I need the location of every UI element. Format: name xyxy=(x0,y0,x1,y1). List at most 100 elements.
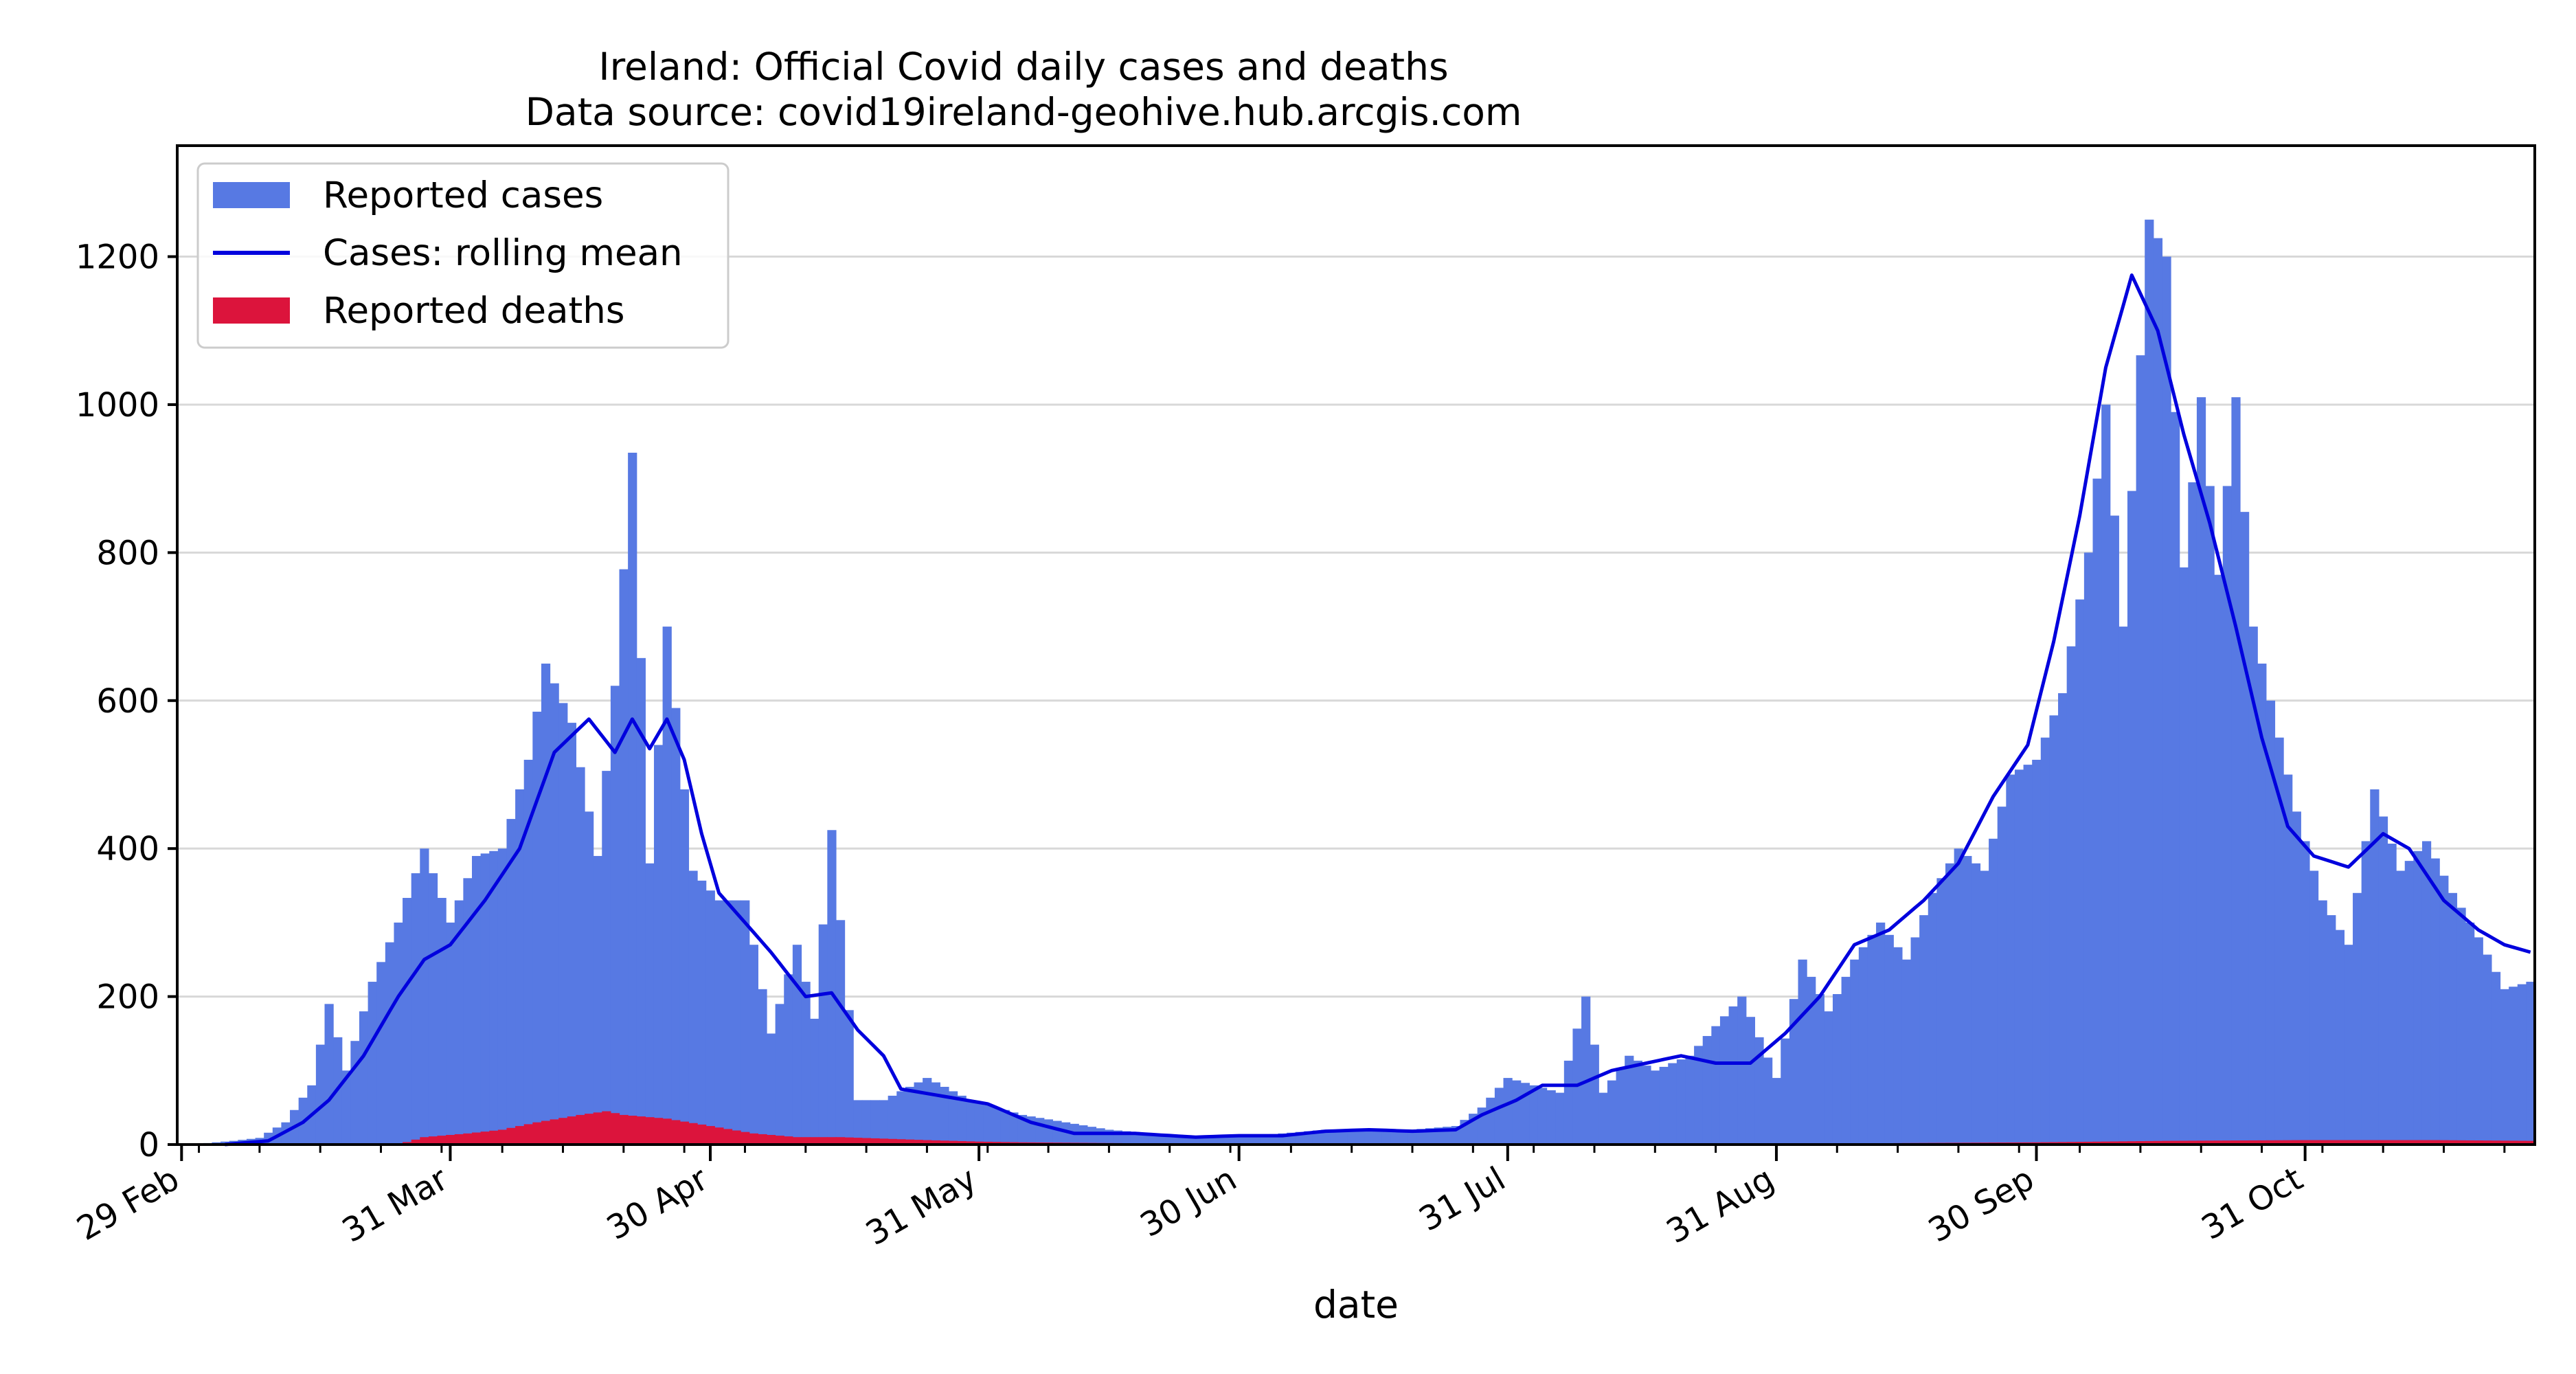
y-tick-label: 400 xyxy=(96,830,159,868)
death-bar xyxy=(558,1118,568,1145)
case-bar xyxy=(2153,238,2163,1145)
death-bar xyxy=(914,1140,923,1145)
death-bar xyxy=(957,1140,967,1145)
case-bar xyxy=(1356,1129,1366,1145)
case-bar xyxy=(411,873,420,1145)
death-bar xyxy=(2301,1140,2310,1145)
case-bar xyxy=(2231,397,2241,1145)
death-bar xyxy=(931,1140,940,1145)
case-bar xyxy=(368,982,377,1145)
death-bar xyxy=(576,1114,585,1145)
case-bar xyxy=(714,900,724,1145)
legend[interactable]: Reported cases Cases: rolling mean Reporte… xyxy=(196,162,730,349)
case-bar xyxy=(810,1018,820,1145)
death-bar xyxy=(428,1136,438,1145)
case-bar xyxy=(662,627,672,1145)
case-bar xyxy=(688,870,698,1145)
case-bar xyxy=(948,1091,958,1145)
case-bar xyxy=(2058,693,2068,1145)
case-bar xyxy=(1893,947,1903,1145)
case-bar xyxy=(2119,627,2128,1145)
case-bar xyxy=(1633,1060,1642,1145)
case-bar xyxy=(983,1105,993,1145)
death-bar xyxy=(801,1137,811,1145)
case-bar xyxy=(2517,984,2527,1145)
death-bar xyxy=(870,1138,880,1145)
x-tick-label: 30 Apr xyxy=(600,1160,714,1248)
case-bar xyxy=(532,711,542,1145)
legend-entry[interactable]: Cases: rolling mean xyxy=(213,232,683,274)
case-bar xyxy=(905,1086,915,1145)
case-bar xyxy=(1728,1006,1738,1145)
case-bar xyxy=(2439,875,2449,1145)
death-bar xyxy=(2491,1140,2501,1145)
case-bar xyxy=(454,900,464,1145)
death-bar xyxy=(454,1134,464,1145)
case-bar xyxy=(1381,1129,1392,1145)
case-bar xyxy=(1321,1129,1331,1145)
case-bar xyxy=(2188,482,2197,1145)
case-bar xyxy=(1745,1017,1756,1145)
death-bar xyxy=(2361,1140,2371,1145)
death-bar xyxy=(688,1123,698,1145)
death-bar xyxy=(741,1131,750,1145)
death-bar xyxy=(480,1131,490,1145)
case-bar xyxy=(385,942,395,1145)
case-bar xyxy=(1997,807,2007,1145)
case-bar xyxy=(619,569,629,1145)
case-bar xyxy=(341,1070,351,1145)
case-bar xyxy=(1581,996,1591,1145)
legend-entry[interactable]: Reported cases xyxy=(213,174,603,216)
death-bar xyxy=(2378,1140,2388,1145)
case-bar xyxy=(1338,1129,1348,1145)
case-bar xyxy=(801,982,811,1145)
case-bar xyxy=(567,723,577,1145)
case-bar xyxy=(1563,1060,1574,1145)
death-bar xyxy=(2370,1140,2380,1145)
case-bar xyxy=(1815,994,1824,1145)
death-bar xyxy=(2500,1140,2509,1145)
case-bar xyxy=(2526,982,2535,1145)
death-bar xyxy=(853,1138,863,1145)
death-bar xyxy=(411,1139,420,1145)
death-bar xyxy=(593,1112,602,1145)
case-bar xyxy=(1772,1078,1781,1145)
death-bar xyxy=(446,1134,455,1145)
case-bar xyxy=(489,851,499,1145)
legend-entry[interactable]: Reported deaths xyxy=(213,290,625,332)
case-bar xyxy=(1503,1078,1513,1145)
death-bar xyxy=(861,1138,872,1145)
case-bar xyxy=(2205,486,2215,1145)
case-bar xyxy=(2483,954,2492,1145)
case-bar xyxy=(1416,1129,1426,1145)
death-bar xyxy=(818,1137,828,1145)
death-bar xyxy=(645,1117,655,1145)
death-bar xyxy=(541,1120,551,1145)
case-bar xyxy=(1330,1129,1340,1145)
case-bar xyxy=(480,853,490,1145)
death-bar xyxy=(567,1116,577,1145)
legend-box xyxy=(196,162,730,349)
case-bar xyxy=(576,767,585,1145)
death-bar xyxy=(2248,1140,2258,1145)
death-bar xyxy=(732,1130,741,1145)
case-bar xyxy=(2266,700,2276,1145)
case-bar xyxy=(2040,737,2050,1145)
death-bar xyxy=(2421,1140,2432,1145)
death-bar xyxy=(2283,1140,2293,1145)
death-bar xyxy=(585,1114,594,1145)
legend-label: Reported deaths xyxy=(323,290,625,332)
case-bar xyxy=(2214,574,2224,1145)
y-tick-label: 600 xyxy=(96,682,159,721)
death-bar xyxy=(420,1137,429,1145)
case-bar xyxy=(2075,599,2085,1145)
death-bar xyxy=(767,1134,776,1145)
case-bar xyxy=(653,745,664,1145)
x-tick-label: 31 Jul xyxy=(1413,1160,1512,1239)
case-bar xyxy=(2023,765,2033,1145)
case-bar xyxy=(394,922,403,1145)
case-bar xyxy=(645,863,655,1145)
legend-label: Reported cases xyxy=(323,174,603,216)
case-bar xyxy=(1009,1112,1019,1145)
